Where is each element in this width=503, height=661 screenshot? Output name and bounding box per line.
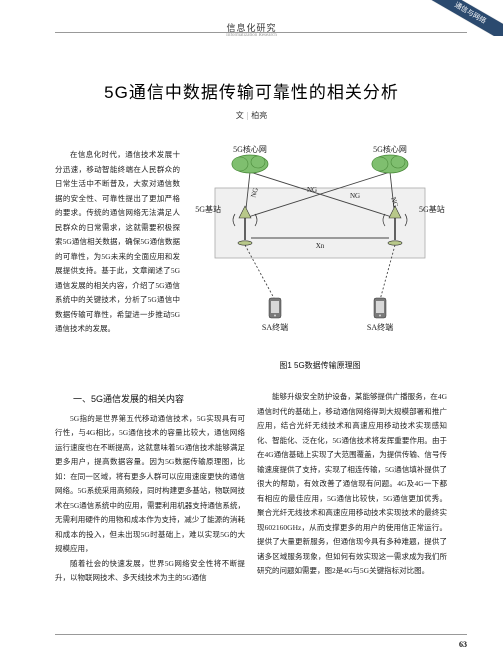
byline: 文|柏亮 [0, 110, 503, 121]
article-title: 5G通信中数据传输可靠性的相关分析 [0, 78, 503, 103]
svg-text:SA终端: SA终端 [262, 322, 288, 332]
svg-text:5G核心网: 5G核心网 [373, 144, 407, 154]
byline-author: 柏亮 [251, 111, 267, 120]
section-1-p1: 5G指的是世界第五代移动通信技术，5G实现具有可行性，与4G相比，5G通信技术的… [55, 412, 245, 557]
column-left: 一、5G通信发展的相关内容 5G指的是世界第五代移动通信技术，5G实现具有可行性… [55, 392, 245, 586]
figure-1-caption: 图1 5G数据传输原理图 [195, 360, 445, 371]
byline-sep: | [247, 111, 249, 120]
section-1-p2: 随着社会的快速发展，世界5G网络安全性将不断提升，以物联网技术、多天线技术为主的… [55, 557, 245, 586]
svg-text:NG: NG [307, 186, 317, 194]
footer-rule [55, 634, 467, 635]
svg-text:Xn: Xn [316, 242, 325, 250]
section-2-p1: 能够升级安全防护设备，某能够提供广播服务，在4G通信时代的基础上，移动通信网络得… [257, 390, 447, 579]
byline-prefix: 文 [236, 111, 244, 120]
svg-text:SA终端: SA终端 [367, 322, 393, 332]
svg-text:5G基站: 5G基站 [419, 204, 445, 214]
svg-text:5G基站: 5G基站 [195, 204, 221, 214]
figure-1-diagram: 5G核心网 5G核心网 5G基站 5G基站 SA终端 SA终端 NG NG NG… [195, 140, 445, 350]
column-right: 能够升级安全防护设备，某能够提供广播服务，在4G通信时代的基础上，移动通信网络得… [257, 390, 447, 579]
svg-text:5G核心网: 5G核心网 [233, 144, 267, 154]
section-1-heading: 一、5G通信发展的相关内容 [55, 392, 245, 407]
page-number: 63 [459, 640, 467, 649]
svg-text:NG: NG [350, 192, 360, 200]
intro-paragraph: 在信息化时代，通信技术发展十分迅速，移动智能终端在人民群众的日常生活中不断普及，… [55, 148, 180, 337]
header-subtext: Informatization Research [0, 33, 503, 38]
